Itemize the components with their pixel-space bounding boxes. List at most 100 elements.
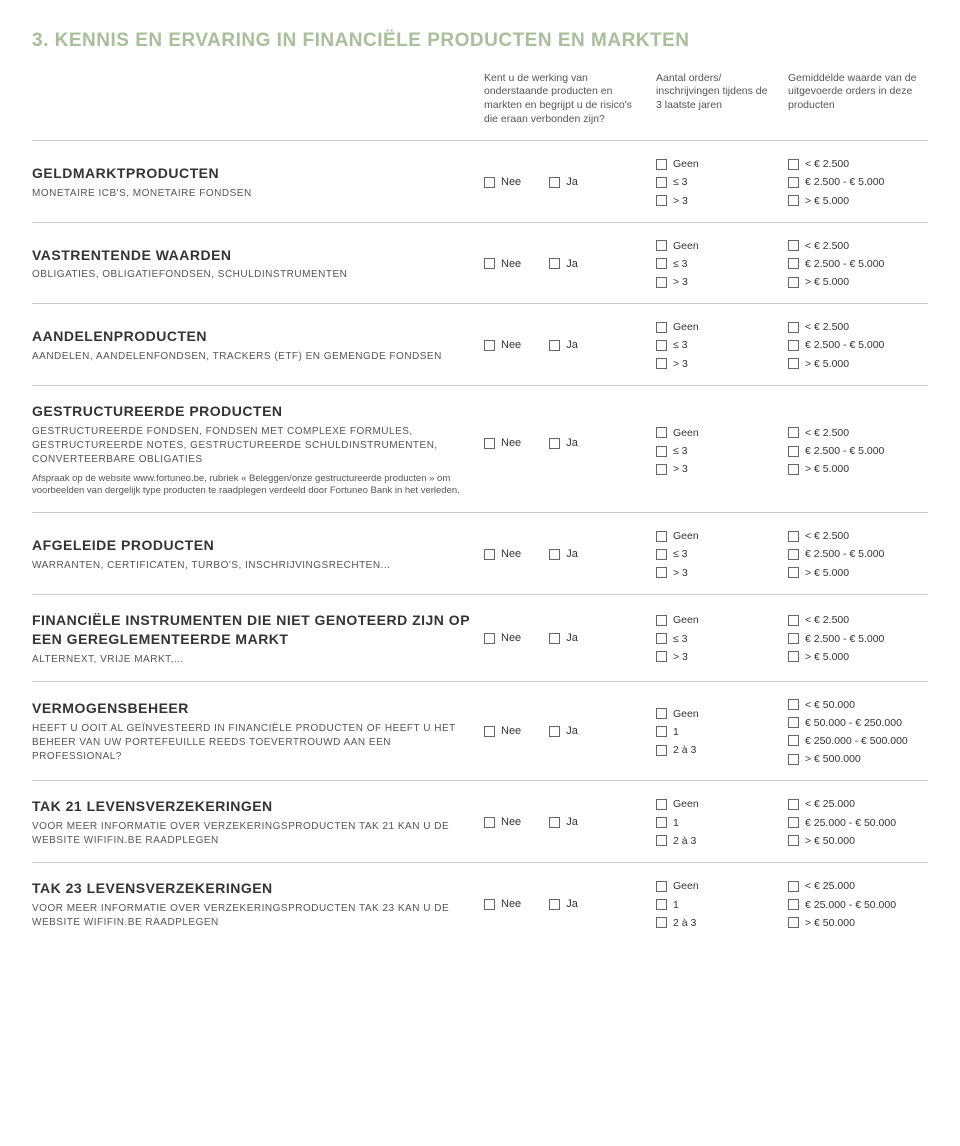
row-title: TAK 21 LEVENSVERZEKERINGEN bbox=[32, 797, 472, 816]
checkbox-no[interactable]: Nee bbox=[484, 724, 521, 739]
checkbox-count-le3[interactable]: ≤ 3 bbox=[656, 632, 776, 646]
checkbox-count-none[interactable]: Geen bbox=[656, 157, 776, 171]
checkbox-count-none[interactable]: Geen bbox=[656, 320, 776, 334]
checkbox-val-c[interactable]: > € 5.000 bbox=[788, 357, 938, 371]
checkbox-count-none[interactable]: Geen bbox=[656, 239, 776, 253]
checkbox-no[interactable]: Nee bbox=[484, 436, 521, 451]
label: € 2.500 - € 5.000 bbox=[805, 338, 884, 352]
checkbox-val-c[interactable]: > € 5.000 bbox=[788, 650, 938, 664]
checkbox-yes[interactable]: Ja bbox=[549, 436, 578, 451]
checkbox-val-b[interactable]: € 2.500 - € 5.000 bbox=[788, 175, 938, 189]
checkbox-val-b[interactable]: € 25.000 - € 50.000 bbox=[788, 816, 938, 830]
row-subtitle: WARRANTEN, CERTIFICATEN, TURBO'S, INSCHR… bbox=[32, 559, 472, 573]
checkbox-val-a[interactable]: < € 2.500 bbox=[788, 426, 938, 440]
checkbox-val-a[interactable]: < € 25.000 bbox=[788, 879, 938, 893]
label-yes: Ja bbox=[566, 338, 578, 353]
checkbox-no[interactable]: Nee bbox=[484, 257, 521, 272]
row-subtitle: ALTERNEXT, VRIJE MARKT,... bbox=[32, 653, 472, 667]
checkbox-count-none[interactable]: Geen bbox=[656, 797, 776, 811]
checkbox-count-gt3[interactable]: > 3 bbox=[656, 357, 776, 371]
checkbox-count-gt3[interactable]: > 3 bbox=[656, 650, 776, 664]
checkbox-val-a[interactable]: < € 2.500 bbox=[788, 239, 938, 253]
label-yes: Ja bbox=[566, 815, 578, 830]
label: > 3 bbox=[673, 650, 688, 664]
label: > € 5.000 bbox=[805, 650, 849, 664]
checkbox-count-1[interactable]: 1 bbox=[656, 816, 776, 830]
label: Geen bbox=[673, 320, 699, 334]
row-subtitle: HEEFT U OOIT AL GEÏNVESTEERD IN FINANCIË… bbox=[32, 722, 472, 764]
checkbox-no[interactable]: Nee bbox=[484, 897, 521, 912]
checkbox-yes[interactable]: Ja bbox=[549, 257, 578, 272]
label: Geen bbox=[673, 879, 699, 893]
checkbox-val-c[interactable]: > € 50.000 bbox=[788, 916, 938, 930]
row-title: TAK 23 LEVENSVERZEKERINGEN bbox=[32, 879, 472, 898]
checkbox-count-le3[interactable]: ≤ 3 bbox=[656, 175, 776, 189]
checkbox-count-gt3[interactable]: > 3 bbox=[656, 194, 776, 208]
checkbox-count-none[interactable]: Geen bbox=[656, 707, 776, 721]
row-subtitle: AANDELEN, AANDELENFONDSEN, TRACKERS (ETF… bbox=[32, 350, 472, 364]
label: < € 2.500 bbox=[805, 320, 849, 334]
checkbox-val-a[interactable]: < € 2.500 bbox=[788, 320, 938, 334]
checkbox-count-none[interactable]: Geen bbox=[656, 879, 776, 893]
checkbox-no[interactable]: Nee bbox=[484, 815, 521, 830]
checkbox-val-a[interactable]: < € 2.500 bbox=[788, 529, 938, 543]
checkbox-count-le3[interactable]: ≤ 3 bbox=[656, 338, 776, 352]
checkbox-val-c[interactable]: > € 5.000 bbox=[788, 566, 938, 580]
label: € 2.500 - € 5.000 bbox=[805, 632, 884, 646]
label: < € 2.500 bbox=[805, 426, 849, 440]
checkbox-val-c[interactable]: € 250.000 - € 500.000 bbox=[788, 734, 938, 748]
checkbox-count-le3[interactable]: ≤ 3 bbox=[656, 547, 776, 561]
checkbox-val-b[interactable]: € 2.500 - € 5.000 bbox=[788, 257, 938, 271]
checkbox-count-2a3[interactable]: 2 à 3 bbox=[656, 916, 776, 930]
row-title: VASTRENTENDE WAARDEN bbox=[32, 246, 472, 265]
checkbox-count-gt3[interactable]: > 3 bbox=[656, 275, 776, 289]
checkbox-val-d[interactable]: > € 500.000 bbox=[788, 752, 938, 766]
checkbox-yes[interactable]: Ja bbox=[549, 175, 578, 190]
checkbox-count-gt3[interactable]: > 3 bbox=[656, 566, 776, 580]
checkbox-count-le3[interactable]: ≤ 3 bbox=[656, 444, 776, 458]
checkbox-count-le3[interactable]: ≤ 3 bbox=[656, 257, 776, 271]
checkbox-val-a[interactable]: < € 2.500 bbox=[788, 613, 938, 627]
checkbox-val-b[interactable]: € 2.500 - € 5.000 bbox=[788, 444, 938, 458]
checkbox-val-c[interactable]: > € 5.000 bbox=[788, 194, 938, 208]
checkbox-yes[interactable]: Ja bbox=[549, 631, 578, 646]
label: < € 25.000 bbox=[805, 879, 855, 893]
checkbox-val-b[interactable]: € 2.500 - € 5.000 bbox=[788, 632, 938, 646]
label: ≤ 3 bbox=[673, 338, 688, 352]
checkbox-yes[interactable]: Ja bbox=[549, 897, 578, 912]
label-no: Nee bbox=[501, 724, 521, 739]
checkbox-yes[interactable]: Ja bbox=[549, 724, 578, 739]
checkbox-yes[interactable]: Ja bbox=[549, 547, 578, 562]
checkbox-count-2a3[interactable]: 2 à 3 bbox=[656, 834, 776, 848]
checkbox-no[interactable]: Nee bbox=[484, 631, 521, 646]
checkbox-val-a[interactable]: < € 2.500 bbox=[788, 157, 938, 171]
checkbox-count-none[interactable]: Geen bbox=[656, 426, 776, 440]
col-header-knowledge: Kent u de werking van onderstaande produ… bbox=[484, 72, 644, 127]
checkbox-val-a[interactable]: < € 25.000 bbox=[788, 797, 938, 811]
checkbox-count-2a3[interactable]: 2 à 3 bbox=[656, 743, 776, 757]
label: € 2.500 - € 5.000 bbox=[805, 547, 884, 561]
row-title: FINANCIËLE INSTRUMENTEN DIE NIET GENOTEE… bbox=[32, 611, 472, 649]
checkbox-val-b[interactable]: € 50.000 - € 250.000 bbox=[788, 716, 938, 730]
checkbox-count-none[interactable]: Geen bbox=[656, 613, 776, 627]
checkbox-no[interactable]: Nee bbox=[484, 175, 521, 190]
checkbox-val-a[interactable]: < € 50.000 bbox=[788, 698, 938, 712]
checkbox-yes[interactable]: Ja bbox=[549, 338, 578, 353]
checkbox-count-1[interactable]: 1 bbox=[656, 725, 776, 739]
checkbox-count-1[interactable]: 1 bbox=[656, 898, 776, 912]
checkbox-val-b[interactable]: € 2.500 - € 5.000 bbox=[788, 338, 938, 352]
row-title: GELDMARKTPRODUCTEN bbox=[32, 164, 472, 183]
page-heading: 3. KENNIS EN ERVARING IN FINANCIËLE PROD… bbox=[32, 28, 928, 54]
checkbox-no[interactable]: Nee bbox=[484, 547, 521, 562]
checkbox-val-b[interactable]: € 25.000 - € 50.000 bbox=[788, 898, 938, 912]
checkbox-val-b[interactable]: € 2.500 - € 5.000 bbox=[788, 547, 938, 561]
checkbox-no[interactable]: Nee bbox=[484, 338, 521, 353]
checkbox-count-gt3[interactable]: > 3 bbox=[656, 462, 776, 476]
checkbox-count-none[interactable]: Geen bbox=[656, 529, 776, 543]
checkbox-val-c[interactable]: > € 50.000 bbox=[788, 834, 938, 848]
label-yes: Ja bbox=[566, 547, 578, 562]
checkbox-val-c[interactable]: > € 5.000 bbox=[788, 275, 938, 289]
checkbox-yes[interactable]: Ja bbox=[549, 815, 578, 830]
label: 2 à 3 bbox=[673, 743, 696, 757]
checkbox-val-c[interactable]: > € 5.000 bbox=[788, 462, 938, 476]
